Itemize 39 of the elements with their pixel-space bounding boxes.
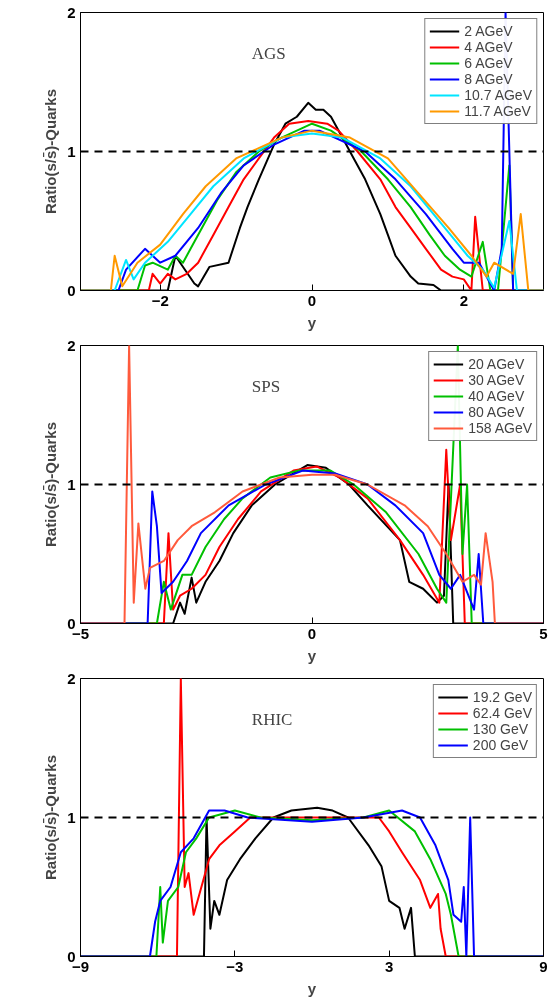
legend-label: 30 AGeV <box>468 372 525 388</box>
y-tick-label: 1 <box>67 475 76 493</box>
legend-label: 130 GeV <box>472 721 529 737</box>
x-tick-label: 0 <box>307 624 317 642</box>
annotation: AGS <box>251 43 286 63</box>
y-tick-label: 1 <box>67 808 76 826</box>
y-tick-label: 2 <box>67 3 76 21</box>
y-axis-title: Ratio(s/s̄)-Quarks <box>42 754 60 881</box>
x-axis-title: y <box>307 646 317 664</box>
legend-label: 158 AGeV <box>468 420 532 436</box>
legend-label: 62.4 GeV <box>472 705 532 721</box>
line-series <box>80 345 544 624</box>
legend-label: 6 AGeV <box>464 55 513 71</box>
y-tick-label: 2 <box>67 669 76 687</box>
x-axis-title: y <box>307 979 317 997</box>
x-tick-label: −2 <box>151 291 169 309</box>
x-tick-label: −3 <box>226 957 244 975</box>
y-tick-label: 2 <box>67 336 76 354</box>
legend-label: 2 AGeV <box>464 23 513 39</box>
annotation: SPS <box>251 376 281 396</box>
y-tick-label: 1 <box>67 142 76 160</box>
legend-label: 40 AGeV <box>468 388 525 404</box>
legend-label: 80 AGeV <box>468 404 525 420</box>
x-tick-label: 5 <box>539 624 548 642</box>
y-axis-title: Ratio(s/s̄)-Quarks <box>42 88 60 215</box>
legend-label: 200 GeV <box>472 737 529 753</box>
x-axis-title: y <box>307 313 317 331</box>
legend-label: 19.2 GeV <box>472 689 532 705</box>
x-tick-label: 2 <box>459 291 468 309</box>
x-tick-label: 9 <box>539 957 548 975</box>
x-tick-label: 3 <box>385 957 394 975</box>
legend-label: 10.7 AGeV <box>464 87 532 103</box>
legend-label: 11.7 AGeV <box>464 103 531 119</box>
x-tick-label: 0 <box>307 291 317 309</box>
annotation: RHIC <box>251 709 293 729</box>
legend-label: 20 AGeV <box>468 356 525 372</box>
legend-label: 4 AGeV <box>464 39 513 55</box>
legend-label: 8 AGeV <box>464 71 513 87</box>
y-axis-title: Ratio(s/s̄)-Quarks <box>42 421 60 548</box>
